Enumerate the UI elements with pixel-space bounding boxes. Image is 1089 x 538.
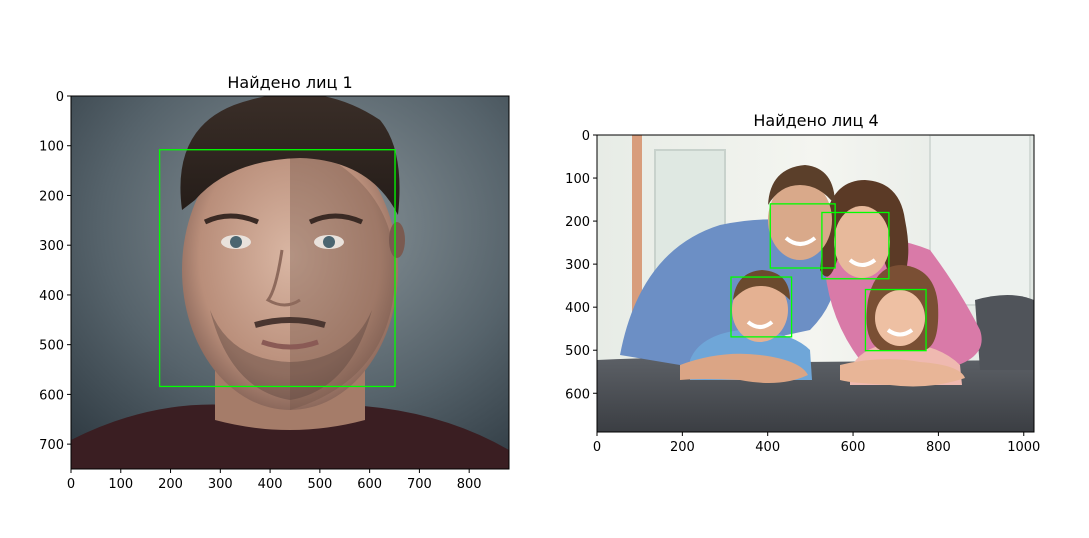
x-tick-label: 600	[357, 477, 382, 492]
x-tick-label: 400	[258, 477, 283, 492]
x-tick-label: 600	[841, 440, 866, 455]
face-box	[821, 211, 890, 280]
face-box	[864, 288, 927, 352]
y-tick-label: 100	[39, 140, 64, 155]
y-tick-label: 500	[565, 344, 590, 359]
y-tick-label: 200	[565, 215, 590, 230]
x-tick-label: 300	[208, 477, 233, 492]
x-ticks-right: 0 200 400 600 800 1000	[593, 432, 1040, 455]
y-tick-label: 0	[582, 129, 590, 144]
x-tick-label: 200	[670, 440, 695, 455]
image-family-photo	[597, 135, 1034, 432]
face-box	[769, 203, 836, 269]
y-tick-label: 300	[39, 239, 64, 254]
y-tick-label: 0	[56, 90, 64, 105]
face-box	[730, 276, 793, 338]
y-tick-label: 500	[39, 339, 64, 354]
x-tick-label: 0	[67, 477, 75, 492]
x-tick-label: 0	[593, 440, 601, 455]
y-ticks-right: 0 100 200 300 400 500 600	[565, 129, 597, 402]
face-boxes-right	[730, 203, 927, 352]
face-boxes-left	[158, 149, 396, 388]
y-tick-label: 100	[565, 172, 590, 187]
subplot-right: Найдено лиц 4	[565, 111, 1040, 455]
x-tick-label: 800	[926, 440, 951, 455]
y-tick-label: 400	[39, 289, 64, 304]
face-box	[158, 149, 396, 388]
x-tick-label: 100	[108, 477, 133, 492]
y-ticks-left: 0 100 200 300 400 500 600 700	[39, 90, 71, 453]
x-tick-label: 1000	[1007, 440, 1040, 455]
x-tick-label: 200	[158, 477, 183, 492]
y-tick-label: 400	[565, 301, 590, 316]
x-tick-label: 700	[407, 477, 432, 492]
subplot-left: Найдено лиц 1	[39, 73, 510, 492]
x-tick-label: 800	[457, 477, 482, 492]
y-tick-label: 600	[39, 388, 64, 403]
y-tick-label: 300	[565, 258, 590, 273]
y-tick-label: 200	[39, 189, 64, 204]
image-portrait-of-man	[71, 96, 509, 469]
subplot-title-right: Найдено лиц 4	[753, 111, 878, 130]
axes-frame-right	[596, 134, 1035, 433]
axes-frame-left	[70, 95, 510, 470]
y-tick-label: 600	[565, 387, 590, 402]
x-ticks-left: 0 100 200 300 400 500 600 700 800	[67, 469, 482, 492]
subplot-title-left: Найдено лиц 1	[227, 73, 352, 92]
y-tick-label: 700	[39, 438, 64, 453]
x-tick-label: 400	[755, 440, 780, 455]
x-tick-label: 500	[307, 477, 332, 492]
